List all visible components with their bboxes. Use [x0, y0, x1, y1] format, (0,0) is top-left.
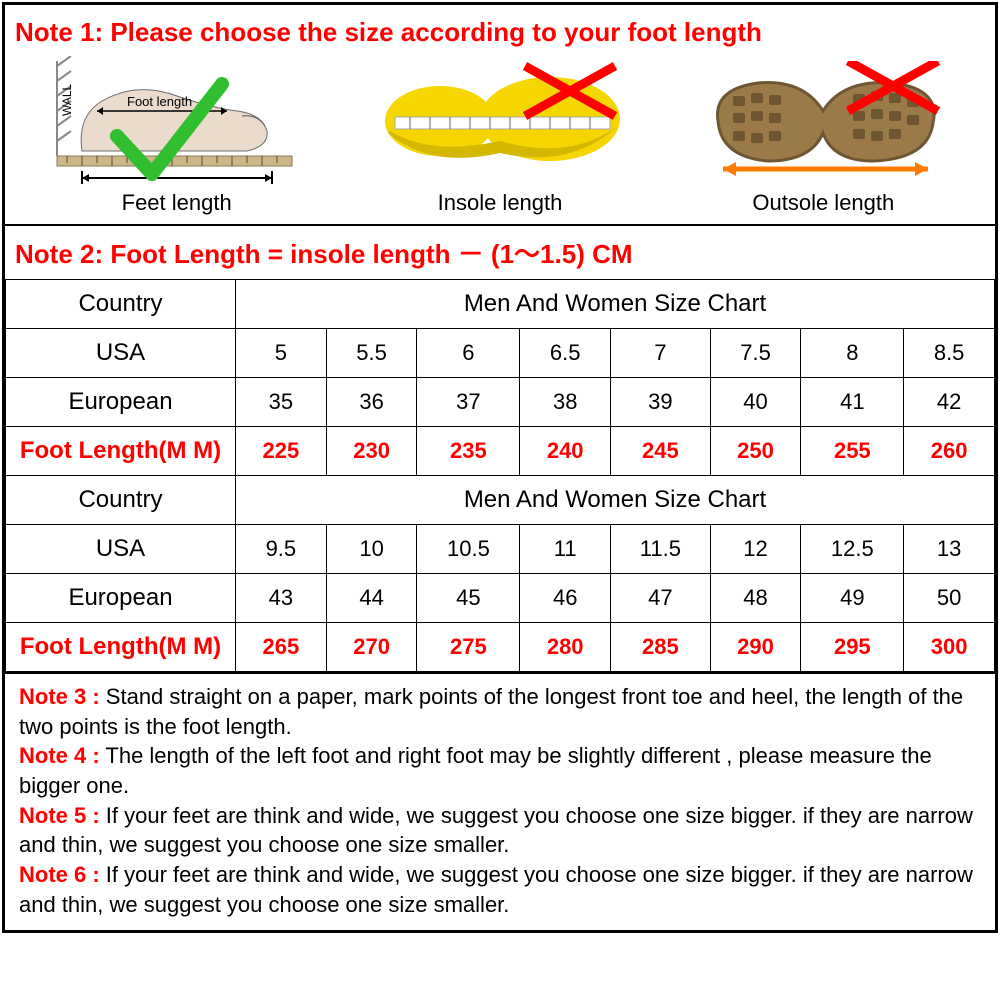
size-cell: 46	[520, 574, 611, 623]
diagram-row: WALL Foot length	[5, 56, 995, 224]
feet-length-label: Feet length	[15, 190, 338, 216]
note-4-text: The length of the left foot and right fo…	[19, 743, 932, 798]
country-header: Country	[6, 280, 236, 329]
insole-diagram: Insole length	[338, 56, 661, 216]
size-cell: 260	[904, 427, 995, 476]
size-cell: 280	[520, 623, 611, 672]
outsole-diagram: Outsole length	[662, 56, 985, 216]
size-cell: 295	[801, 623, 904, 672]
size-cell: 6	[417, 329, 520, 378]
european-label: European	[6, 574, 236, 623]
size-cell: 225	[236, 427, 327, 476]
size-cell: 5.5	[326, 329, 417, 378]
european-label: European	[6, 378, 236, 427]
size-cell: 43	[236, 574, 327, 623]
size-cell: 235	[417, 427, 520, 476]
table-row: USA 9.51010.51111.51212.513	[6, 525, 995, 574]
size-cell: 11	[520, 525, 611, 574]
size-cell: 10	[326, 525, 417, 574]
size-cell: 9.5	[236, 525, 327, 574]
insole-icon	[370, 61, 630, 181]
note-3-text: Stand straight on a paper, mark points o…	[19, 684, 963, 739]
feet-diagram: WALL Foot length	[15, 56, 338, 216]
size-cell: 42	[904, 378, 995, 427]
usa-label: USA	[6, 525, 236, 574]
table-row: European 3536373839404142	[6, 378, 995, 427]
size-cell: 36	[326, 378, 417, 427]
size-cell: 47	[611, 574, 711, 623]
table-row: Foot Length(M M) 26527027528028529029530…	[6, 623, 995, 672]
size-cell: 13	[904, 525, 995, 574]
note-2: Note 2: Foot Length = insole length － (1…	[5, 224, 995, 279]
size-cell: 5	[236, 329, 327, 378]
size-cell: 8.5	[904, 329, 995, 378]
size-cell: 285	[611, 623, 711, 672]
table-row: European 4344454647484950	[6, 574, 995, 623]
insole-length-label: Insole length	[338, 190, 661, 216]
size-cell: 290	[710, 623, 801, 672]
size-chart-container: Note 1: Please choose the size according…	[2, 2, 998, 933]
size-cell: 11.5	[611, 525, 711, 574]
usa-label: USA	[6, 329, 236, 378]
note-5: Note 5 : If your feet are think and wide…	[19, 801, 981, 860]
note-4-label: Note 4 :	[19, 743, 100, 768]
note-4: Note 4 : The length of the left foot and…	[19, 741, 981, 800]
size-cell: 245	[611, 427, 711, 476]
table-row: Country Men And Women Size Chart	[6, 476, 995, 525]
chart-header-2: Men And Women Size Chart	[236, 476, 995, 525]
size-cell: 300	[904, 623, 995, 672]
wall-label: WALL	[60, 83, 74, 116]
note-6: Note 6 : If your feet are think and wide…	[19, 860, 981, 919]
feet-length-icon: WALL Foot length	[47, 56, 307, 186]
table-row: Foot Length(M M) 22523023524024525025526…	[6, 427, 995, 476]
note-1: Note 1: Please choose the size according…	[5, 5, 995, 56]
chart-header-1: Men And Women Size Chart	[236, 280, 995, 329]
size-cell: 7.5	[710, 329, 801, 378]
bottom-notes: Note 3 : Stand straight on a paper, mark…	[5, 672, 995, 930]
outsole-icon	[693, 61, 953, 181]
size-cell: 250	[710, 427, 801, 476]
size-cell: 45	[417, 574, 520, 623]
note-6-label: Note 6 :	[19, 862, 100, 887]
size-cell: 6.5	[520, 329, 611, 378]
note-5-text: If your feet are think and wide, we sugg…	[19, 803, 973, 858]
size-cell: 12	[710, 525, 801, 574]
size-cell: 10.5	[417, 525, 520, 574]
foot-length-text: Foot length	[127, 94, 192, 109]
table-row: Country Men And Women Size Chart	[6, 280, 995, 329]
foot-length-label: Foot Length(M M)	[6, 427, 236, 476]
size-cell: 49	[801, 574, 904, 623]
table-row: USA 55.566.577.588.5	[6, 329, 995, 378]
foot-length-label: Foot Length(M M)	[6, 623, 236, 672]
note-3: Note 3 : Stand straight on a paper, mark…	[19, 682, 981, 741]
note-3-label: Note 3 :	[19, 684, 100, 709]
size-cell: 240	[520, 427, 611, 476]
size-cell: 41	[801, 378, 904, 427]
size-cell: 255	[801, 427, 904, 476]
note-6-text: If your feet are think and wide, we sugg…	[19, 862, 973, 917]
size-cell: 12.5	[801, 525, 904, 574]
size-cell: 40	[710, 378, 801, 427]
size-cell: 230	[326, 427, 417, 476]
note-5-label: Note 5 :	[19, 803, 100, 828]
size-cell: 38	[520, 378, 611, 427]
size-cell: 50	[904, 574, 995, 623]
size-cell: 270	[326, 623, 417, 672]
size-cell: 265	[236, 623, 327, 672]
size-cell: 39	[611, 378, 711, 427]
size-cell: 35	[236, 378, 327, 427]
size-cell: 275	[417, 623, 520, 672]
size-cell: 37	[417, 378, 520, 427]
size-cell: 8	[801, 329, 904, 378]
country-header: Country	[6, 476, 236, 525]
outsole-length-label: Outsole length	[662, 190, 985, 216]
size-cell: 7	[611, 329, 711, 378]
size-cell: 44	[326, 574, 417, 623]
size-cell: 48	[710, 574, 801, 623]
size-table: Country Men And Women Size Chart USA 55.…	[5, 279, 995, 672]
